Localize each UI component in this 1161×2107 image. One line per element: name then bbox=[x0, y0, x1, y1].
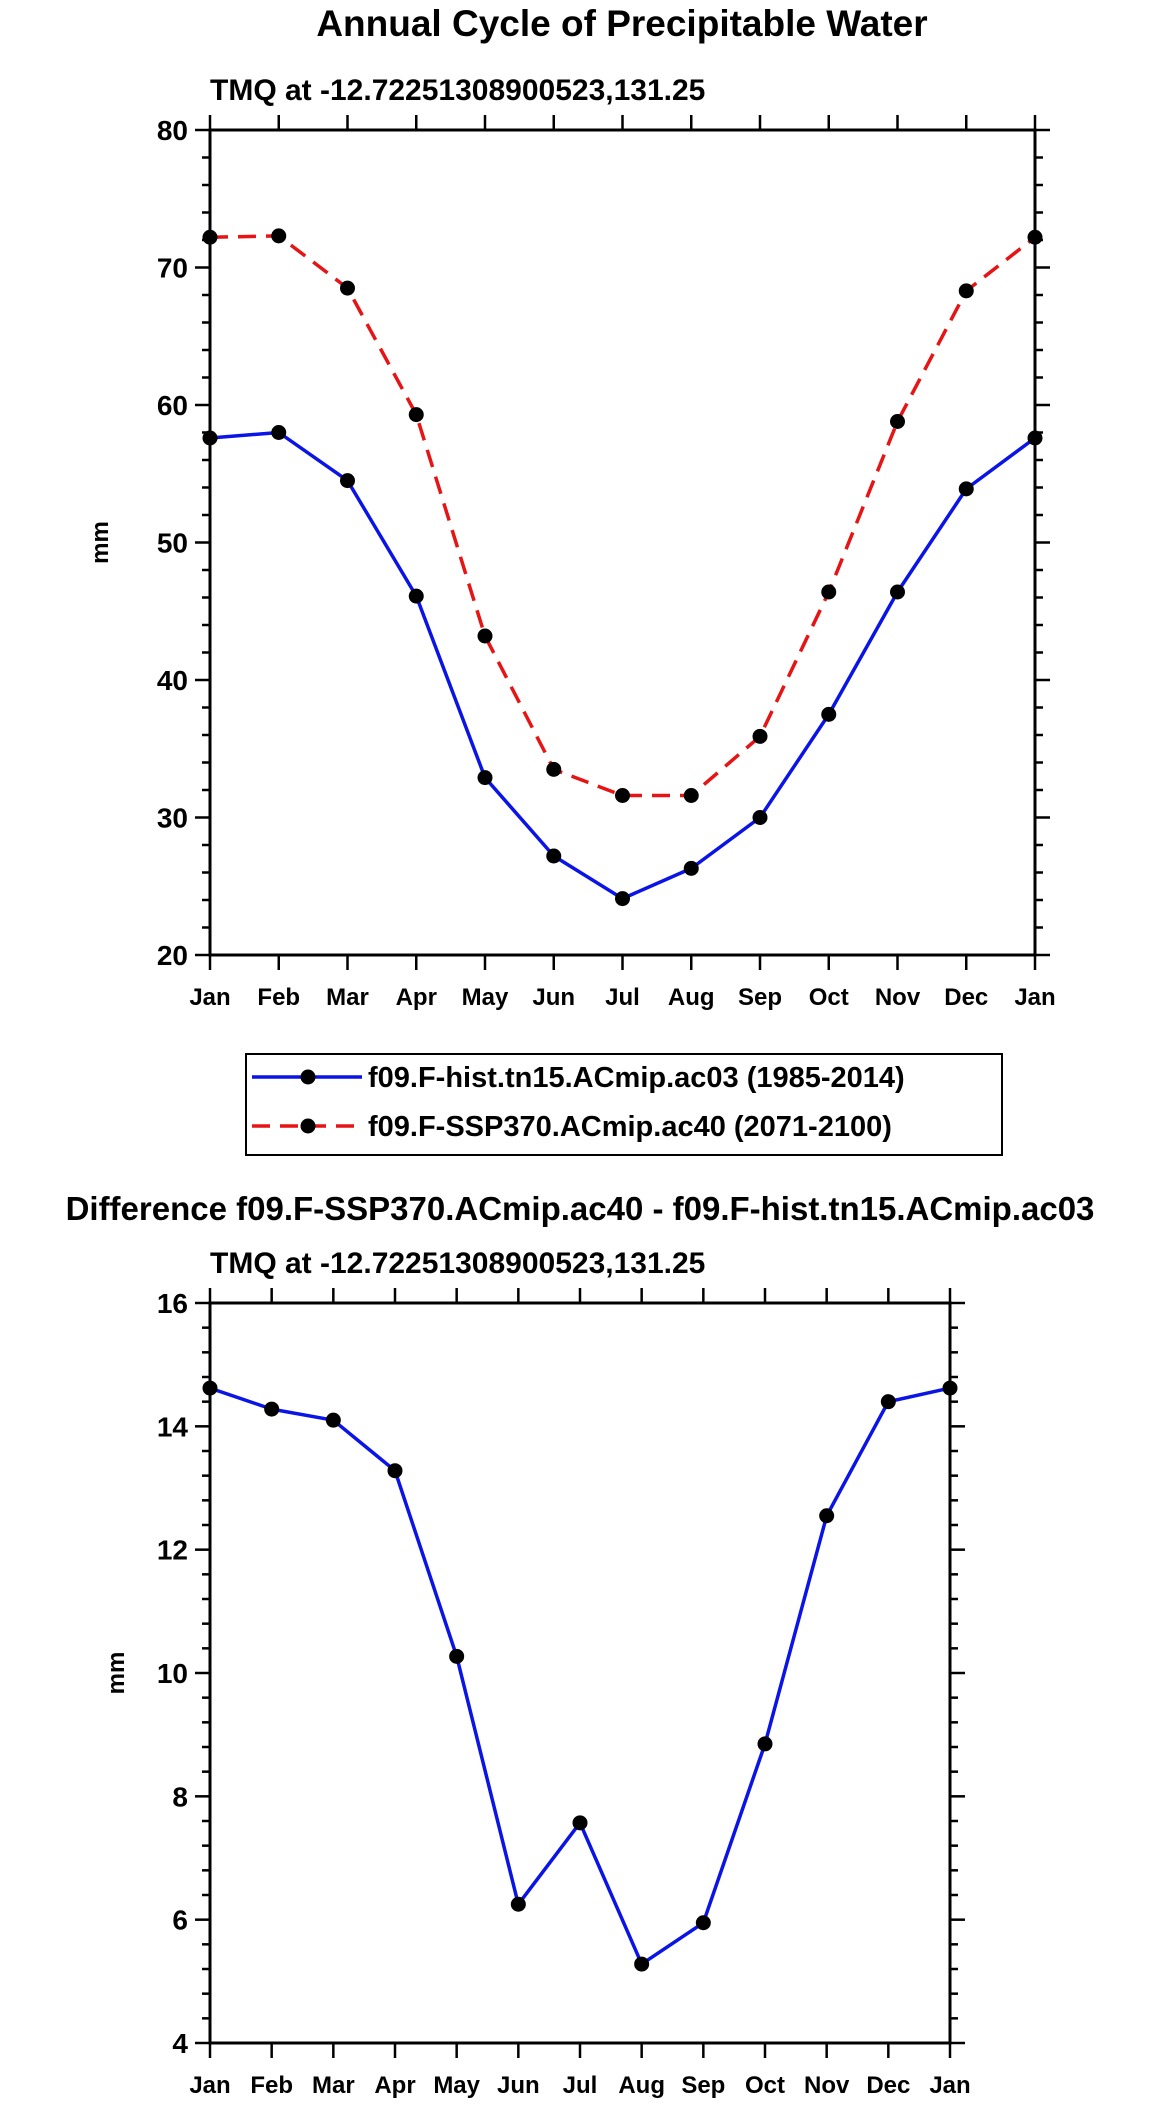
x-tick-label: Jan bbox=[189, 984, 230, 1011]
data-point bbox=[821, 584, 837, 600]
x-tick-label: Apr bbox=[396, 984, 437, 1011]
annual-cycle-chart: Annual Cycle of Precipitable Water TMQ at… bbox=[87, 3, 1056, 1011]
y-tick-label: 6 bbox=[172, 1905, 188, 1936]
series-line bbox=[209, 430, 1037, 901]
data-point bbox=[271, 228, 287, 244]
data-point bbox=[202, 1380, 218, 1396]
data-point bbox=[615, 891, 630, 907]
x-tick-label: May bbox=[433, 2072, 480, 2099]
data-point bbox=[890, 584, 905, 600]
x-tick-label: Nov bbox=[804, 2072, 850, 2099]
x-tick-label: Jun bbox=[532, 984, 575, 1011]
x-tick-label: Feb bbox=[257, 984, 300, 1011]
y-tick-label: 10 bbox=[157, 1658, 188, 1689]
data-point bbox=[408, 407, 424, 423]
data-point bbox=[615, 788, 630, 803]
data-point bbox=[819, 1508, 835, 1524]
data-point bbox=[757, 1736, 773, 1752]
data-point bbox=[408, 588, 424, 604]
x-tick-label: Aug bbox=[618, 2072, 665, 2099]
data-point bbox=[572, 1815, 588, 1831]
data-point bbox=[1027, 229, 1043, 245]
data-point bbox=[546, 761, 562, 777]
x-tick-label: Jan bbox=[1014, 984, 1055, 1011]
plot-frame bbox=[208, 128, 1037, 957]
plot-frame bbox=[208, 1301, 952, 2045]
data-point bbox=[634, 1956, 650, 1972]
x-tick-label: Jul bbox=[563, 2072, 598, 2099]
data-point bbox=[546, 848, 562, 864]
y-tick-label: 14 bbox=[157, 1411, 189, 1442]
x-tick-label: Sep bbox=[738, 984, 782, 1011]
data-point bbox=[271, 425, 287, 440]
y-axis-label: mm bbox=[103, 1652, 130, 1695]
data-point bbox=[477, 628, 493, 644]
y-tick-label: 50 bbox=[157, 528, 188, 559]
y-tick-label: 70 bbox=[157, 253, 188, 284]
data-point bbox=[890, 414, 905, 429]
data-point bbox=[340, 280, 355, 296]
y-tick-label: 4 bbox=[172, 2028, 188, 2059]
data-point bbox=[325, 1412, 341, 1428]
y-tick-label: 12 bbox=[157, 1535, 188, 1566]
x-tick-label: May bbox=[462, 984, 509, 1011]
x-tick-label: Dec bbox=[866, 2072, 910, 2099]
legend-marker bbox=[300, 1069, 316, 1085]
y-tick-label: 30 bbox=[157, 803, 188, 834]
series-line bbox=[209, 1386, 951, 1966]
x-tick-label: Feb bbox=[250, 2072, 293, 2099]
x-tick-label: Sep bbox=[681, 2072, 725, 2099]
chart-title: Difference f09.F-SSP370.ACmip.ac40 - f09… bbox=[66, 1190, 1095, 1227]
data-point bbox=[683, 860, 699, 876]
data-point bbox=[821, 706, 837, 722]
legend-box bbox=[245, 1053, 1003, 1156]
y-tick-label: 8 bbox=[172, 1781, 188, 1812]
x-tick-label: Apr bbox=[374, 2072, 415, 2099]
x-tick-label: Oct bbox=[809, 984, 849, 1011]
x-tick-label: Jan bbox=[929, 2072, 970, 2099]
y-tick-label: 80 bbox=[157, 115, 188, 146]
data-point bbox=[942, 1380, 958, 1396]
x-tick-label: Jun bbox=[497, 2072, 540, 2099]
data-point bbox=[340, 473, 355, 489]
x-tick-label: Mar bbox=[326, 984, 369, 1011]
x-tick-label: Jan bbox=[189, 2072, 230, 2099]
difference-chart: Difference f09.F-SSP370.ACmip.ac40 - f09… bbox=[66, 1190, 1095, 2099]
data-point bbox=[1027, 430, 1043, 446]
x-tick-label: Aug bbox=[668, 984, 715, 1011]
data-point bbox=[477, 770, 493, 786]
data-point bbox=[752, 728, 768, 744]
legend-label: f09.F-SSP370.ACmip.ac40 (2071-2100) bbox=[368, 1111, 892, 1143]
y-tick-label: 20 bbox=[157, 940, 188, 971]
chart-subtitle: TMQ at -12.72251308900523,131.25 bbox=[210, 74, 705, 107]
data-point bbox=[202, 430, 218, 446]
x-tick-label: Oct bbox=[745, 2072, 785, 2099]
data-point bbox=[695, 1915, 711, 1931]
y-tick-label: 16 bbox=[157, 1288, 188, 1319]
data-point bbox=[387, 1463, 403, 1479]
chart-subtitle: TMQ at -12.72251308900523,131.25 bbox=[210, 1247, 705, 1280]
data-point bbox=[264, 1401, 280, 1417]
legend: f09.F-hist.tn15.ACmip.ac03 (1985-2014) f0… bbox=[245, 1053, 1003, 1156]
y-axis-label: mm bbox=[87, 521, 114, 564]
y-tick-label: 60 bbox=[157, 390, 188, 421]
x-tick-label: Nov bbox=[875, 984, 921, 1011]
data-point bbox=[958, 283, 974, 299]
x-tick-label: Jul bbox=[605, 984, 640, 1011]
data-point bbox=[510, 1896, 526, 1912]
data-point bbox=[880, 1394, 896, 1410]
data-point bbox=[202, 229, 218, 245]
y-tick-label: 40 bbox=[157, 665, 188, 696]
data-point bbox=[752, 810, 768, 825]
x-tick-label: Mar bbox=[312, 2072, 355, 2099]
data-point bbox=[449, 1648, 465, 1664]
legend-label: f09.F-hist.tn15.ACmip.ac03 (1985-2014) bbox=[368, 1062, 905, 1094]
data-point bbox=[683, 788, 699, 803]
legend-marker bbox=[300, 1118, 316, 1134]
x-tick-label: Dec bbox=[944, 984, 988, 1011]
chart-title: Annual Cycle of Precipitable Water bbox=[316, 3, 927, 44]
series-line bbox=[209, 234, 1037, 798]
data-point bbox=[958, 481, 974, 497]
